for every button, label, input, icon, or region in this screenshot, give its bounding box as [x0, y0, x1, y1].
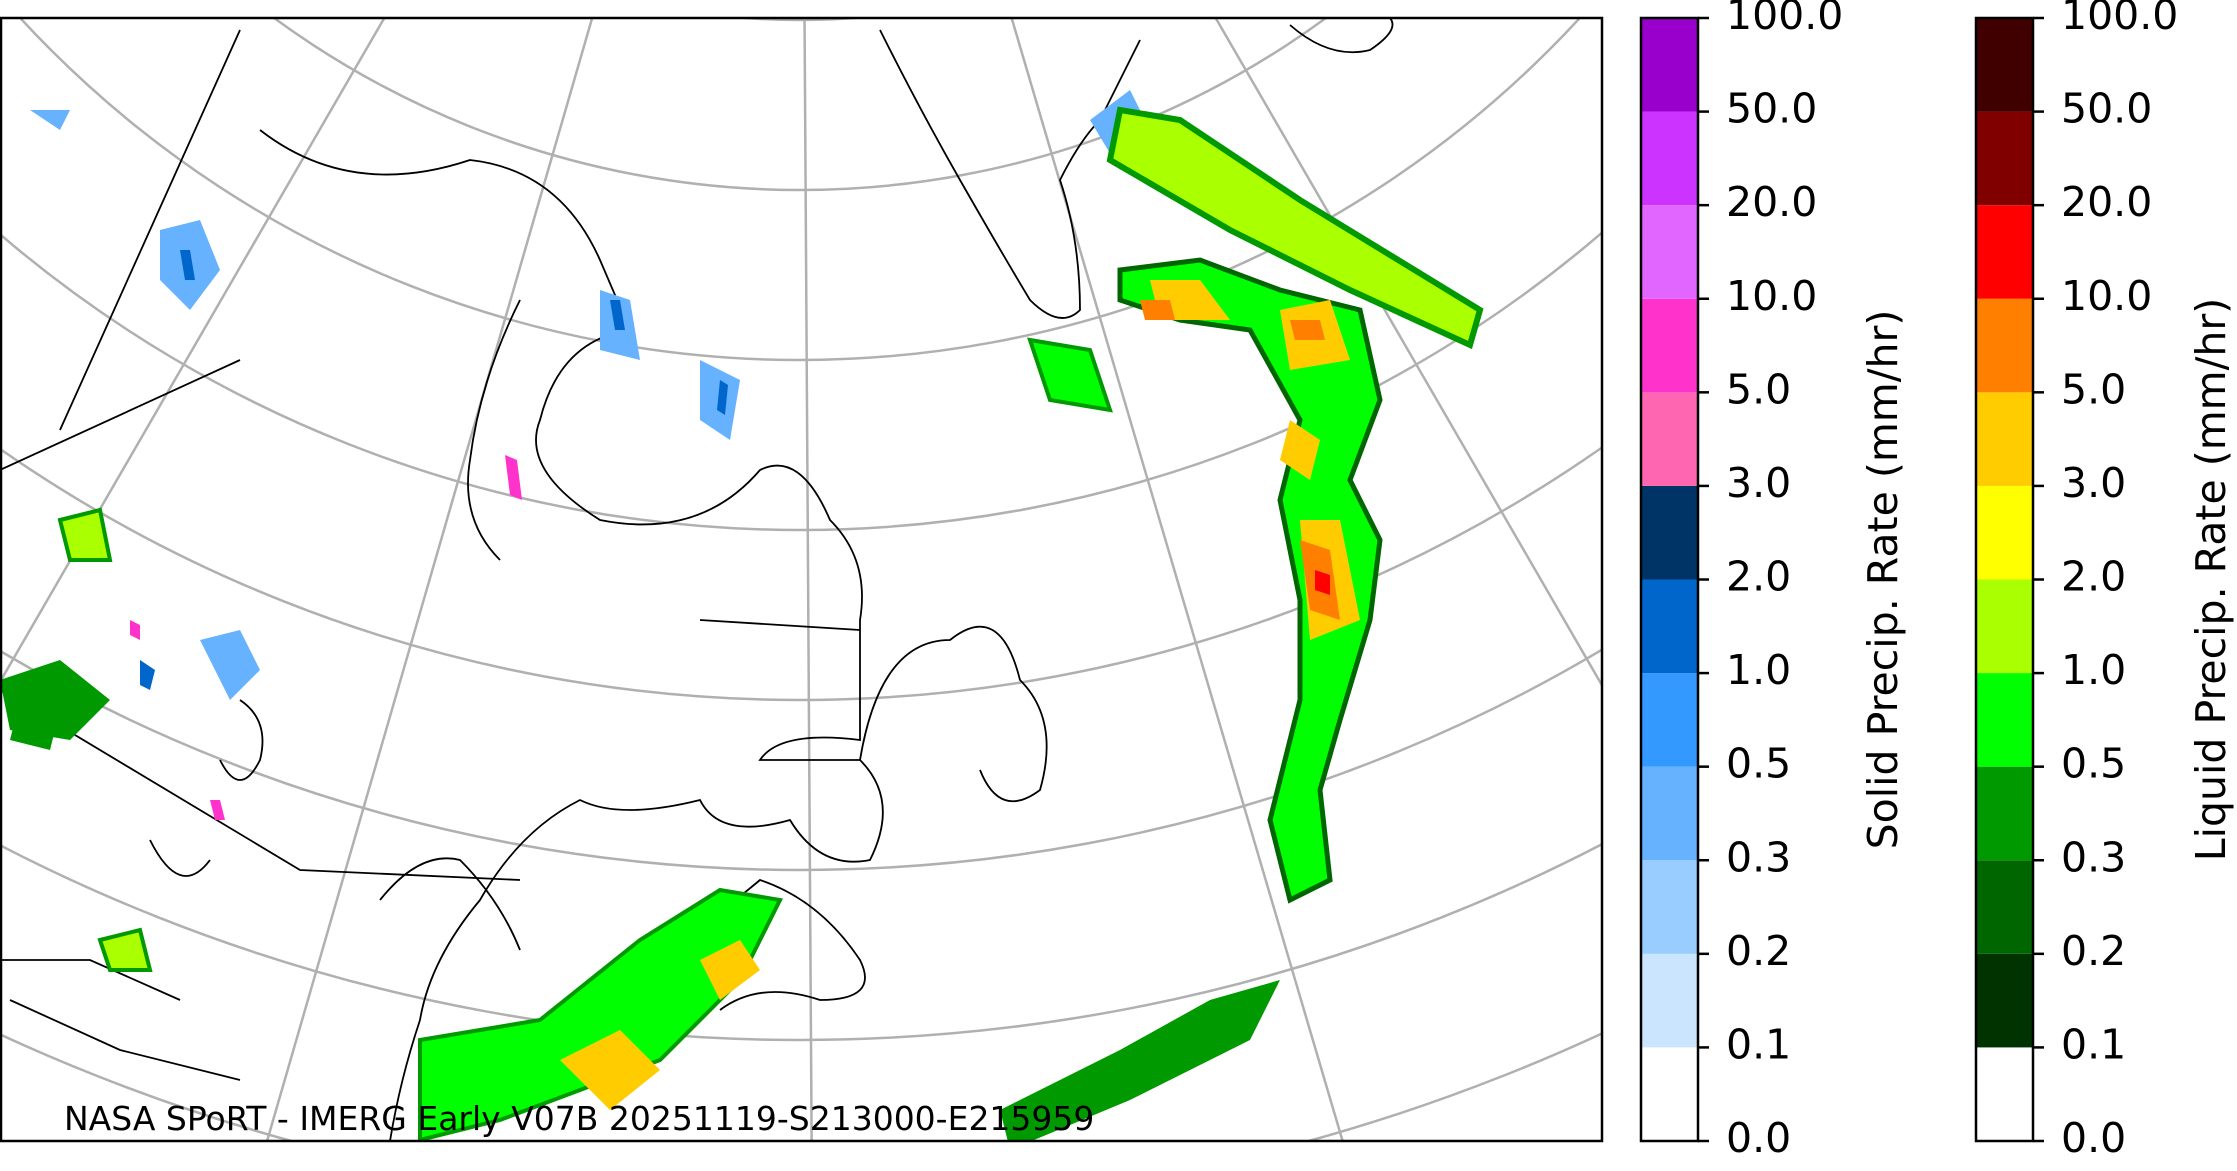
colorbar-segment: [1976, 18, 2033, 112]
caption: NASA SPoRT - IMERG Early V07B 20251119-S…: [64, 1099, 1094, 1138]
colorbar-segment: [1641, 673, 1698, 767]
liquid-precip-areas: [1, 106, 1484, 1141]
tick-label: 2.0: [2061, 553, 2126, 601]
colorbar-segment: [1641, 953, 1698, 1048]
tick-label: 5.0: [2061, 365, 2126, 413]
colorbar-segment: [1641, 298, 1698, 393]
colorbar-segment: [1641, 485, 1698, 580]
tick-label: 0.5: [2061, 740, 2126, 788]
tick-label: 5.0: [1726, 365, 1791, 413]
tick-label: 0.2: [2061, 927, 2126, 975]
tick-label: 10.0: [2061, 272, 2152, 320]
tick-label: 100.0: [2061, 0, 2178, 39]
tick-label: 50.0: [2061, 85, 2152, 133]
map-frame: [0, 16, 1604, 1143]
tick-label: 0.5: [1726, 740, 1791, 788]
colorbar: 0.0 0.1 0.2 0.3 0.5 1.0 2.0 3.0 5.0 10.0 20.0 50.0 1…: [1974, 0, 2235, 1162]
colorbar-segment: [1641, 392, 1698, 486]
colorbar-segment: [1976, 298, 2033, 393]
tick-label: 1.0: [2061, 646, 2126, 694]
colorbar-segment: [1976, 579, 2033, 674]
tick-label: 1.0: [1726, 646, 1791, 694]
tick-label: 3.0: [2061, 459, 2126, 507]
tick-label: 10.0: [1726, 272, 1817, 320]
colorbar-segment: [1641, 766, 1698, 861]
colorbar-segment: [1976, 860, 2033, 954]
colorbar-segment: [1976, 205, 2033, 299]
colorbar-segment: [1976, 673, 2033, 767]
tick-label: 0.3: [2061, 833, 2126, 881]
colorbar-segment: [1641, 579, 1698, 674]
tick-label: 0.3: [1726, 833, 1791, 881]
colorbar-segment: [1976, 953, 2033, 1048]
colorbar: 0.0 0.1 0.2 0.3 0.5 1.0 2.0 3.0 5.0 10.0 20.0 50.0 1…: [1639, 0, 1907, 1162]
colorbar-label: Solid Precip. Rate (mm/hr): [1859, 310, 1907, 850]
colorbar-segment: [1641, 18, 1698, 112]
colorbar-segment: [1976, 1047, 2033, 1141]
colorbar-label: Liquid Precip. Rate (mm/hr): [2187, 298, 2235, 861]
tick-label: 0.0: [2061, 1114, 2126, 1162]
tick-label: 0.1: [1726, 1020, 1791, 1068]
colorbar-segment: [1641, 1047, 1698, 1141]
colorbar-segment: [1641, 860, 1698, 954]
tick-label: 20.0: [1726, 178, 1817, 226]
colorbar-segment: [1976, 485, 2033, 580]
colorbars: 0.0 0.1 0.2 0.3 0.5 1.0 2.0 3.0 5.0 10.0 20.0 50.0 1…: [1639, 0, 2235, 1162]
tick-label: 50.0: [1726, 85, 1817, 133]
colorbar-segment: [1641, 111, 1698, 206]
colorbar-segment: [1641, 205, 1698, 299]
tick-label: 0.0: [1726, 1114, 1791, 1162]
tick-label: 2.0: [1726, 553, 1791, 601]
tick-label: 0.2: [1726, 927, 1791, 975]
colorbar-segment: [1976, 111, 2033, 206]
tick-label: 3.0: [1726, 459, 1791, 507]
tick-label: 100.0: [1726, 0, 1843, 39]
colorbar-segment: [1976, 766, 2033, 861]
tick-label: 0.1: [2061, 1020, 2126, 1068]
colorbar-segment: [1976, 392, 2033, 486]
tick-label: 20.0: [2061, 178, 2152, 226]
